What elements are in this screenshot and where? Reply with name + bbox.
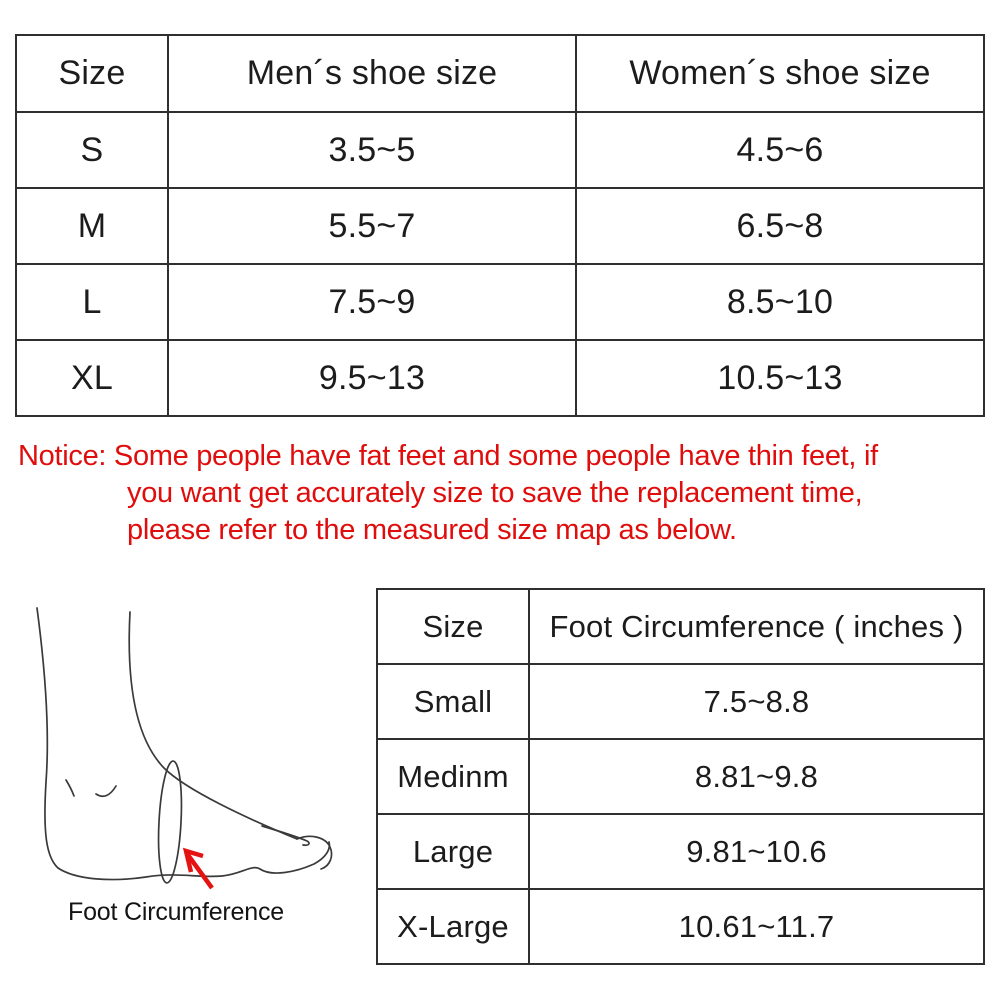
table-row-s: S 3.5~5 4.5~6: [15, 111, 985, 189]
cell-range-small: 7.5~8.8: [528, 663, 985, 740]
foot-toe-crease: [261, 825, 310, 847]
table-row-l: L 7.5~9 8.5~10: [15, 263, 985, 341]
foot-outline-left: [36, 607, 331, 881]
cell-women-s: 4.5~6: [575, 111, 985, 189]
shoe-size-table: Size Men´s shoe size Women´s shoe size S…: [15, 34, 985, 417]
cell-men-xl: 9.5~13: [167, 339, 577, 417]
header-size: Size: [15, 34, 169, 113]
cell-men-s: 3.5~5: [167, 111, 577, 189]
red-arrow-shaft: [186, 853, 214, 890]
notice-line-3: please refer to the measured size map as…: [127, 514, 737, 546]
cell-range-medium: 8.81~9.8: [528, 738, 985, 815]
foot-outline-instep: [128, 611, 298, 840]
cell-size-s: S: [15, 111, 169, 189]
red-arrow-head: [182, 847, 204, 873]
header-circ-size: Size: [376, 588, 530, 665]
table-row-xlarge: X-Large 10.61~11.7: [376, 888, 985, 965]
measure-band: [157, 760, 183, 884]
cell-men-m: 5.5~7: [167, 187, 577, 265]
foot-big-toe: [296, 835, 333, 870]
circumference-table: Size Foot Circumference ( inches ) Small…: [376, 588, 985, 965]
foot-drawing: [36, 607, 333, 890]
notice-line-2: you want get accurately size to save the…: [127, 477, 863, 509]
table-row-large: Large 9.81~10.6: [376, 813, 985, 890]
cell-range-xlarge: 10.61~11.7: [528, 888, 985, 965]
header-mens-shoe-size: Men´s shoe size: [167, 34, 577, 113]
header-foot-circumference: Foot Circumference ( inches ): [528, 588, 985, 665]
cell-women-l: 8.5~10: [575, 263, 985, 341]
cell-size-xl: XL: [15, 339, 169, 417]
cell-label-large: Large: [376, 813, 530, 890]
cell-women-xl: 10.5~13: [575, 339, 985, 417]
foot-circumference-label: Foot Circumference: [68, 898, 284, 926]
table-row-small: Small 7.5~8.8: [376, 663, 985, 740]
ankle-mark-arc: [95, 785, 117, 798]
cell-range-large: 9.81~10.6: [528, 813, 985, 890]
cell-label-medium: Medinm: [376, 738, 530, 815]
cell-women-m: 6.5~8: [575, 187, 985, 265]
cell-men-l: 7.5~9: [167, 263, 577, 341]
shoe-size-header-row: Size Men´s shoe size Women´s shoe size: [15, 34, 985, 113]
foot-diagram: [15, 600, 355, 900]
cell-size-l: L: [15, 263, 169, 341]
table-row-m: M 5.5~7 6.5~8: [15, 187, 985, 265]
cell-label-xlarge: X-Large: [376, 888, 530, 965]
table-row-xl: XL 9.5~13 10.5~13: [15, 339, 985, 417]
ankle-mark-slash: [65, 779, 75, 797]
circumference-header-row: Size Foot Circumference ( inches ): [376, 588, 985, 665]
notice-block: Notice: Some people have fat feet and so…: [18, 438, 982, 549]
notice-line-1: Notice: Some people have fat feet and so…: [18, 440, 878, 472]
table-row-medium: Medinm 8.81~9.8: [376, 738, 985, 815]
cell-label-small: Small: [376, 663, 530, 740]
header-womens-shoe-size: Women´s shoe size: [575, 34, 985, 113]
cell-size-m: M: [15, 187, 169, 265]
